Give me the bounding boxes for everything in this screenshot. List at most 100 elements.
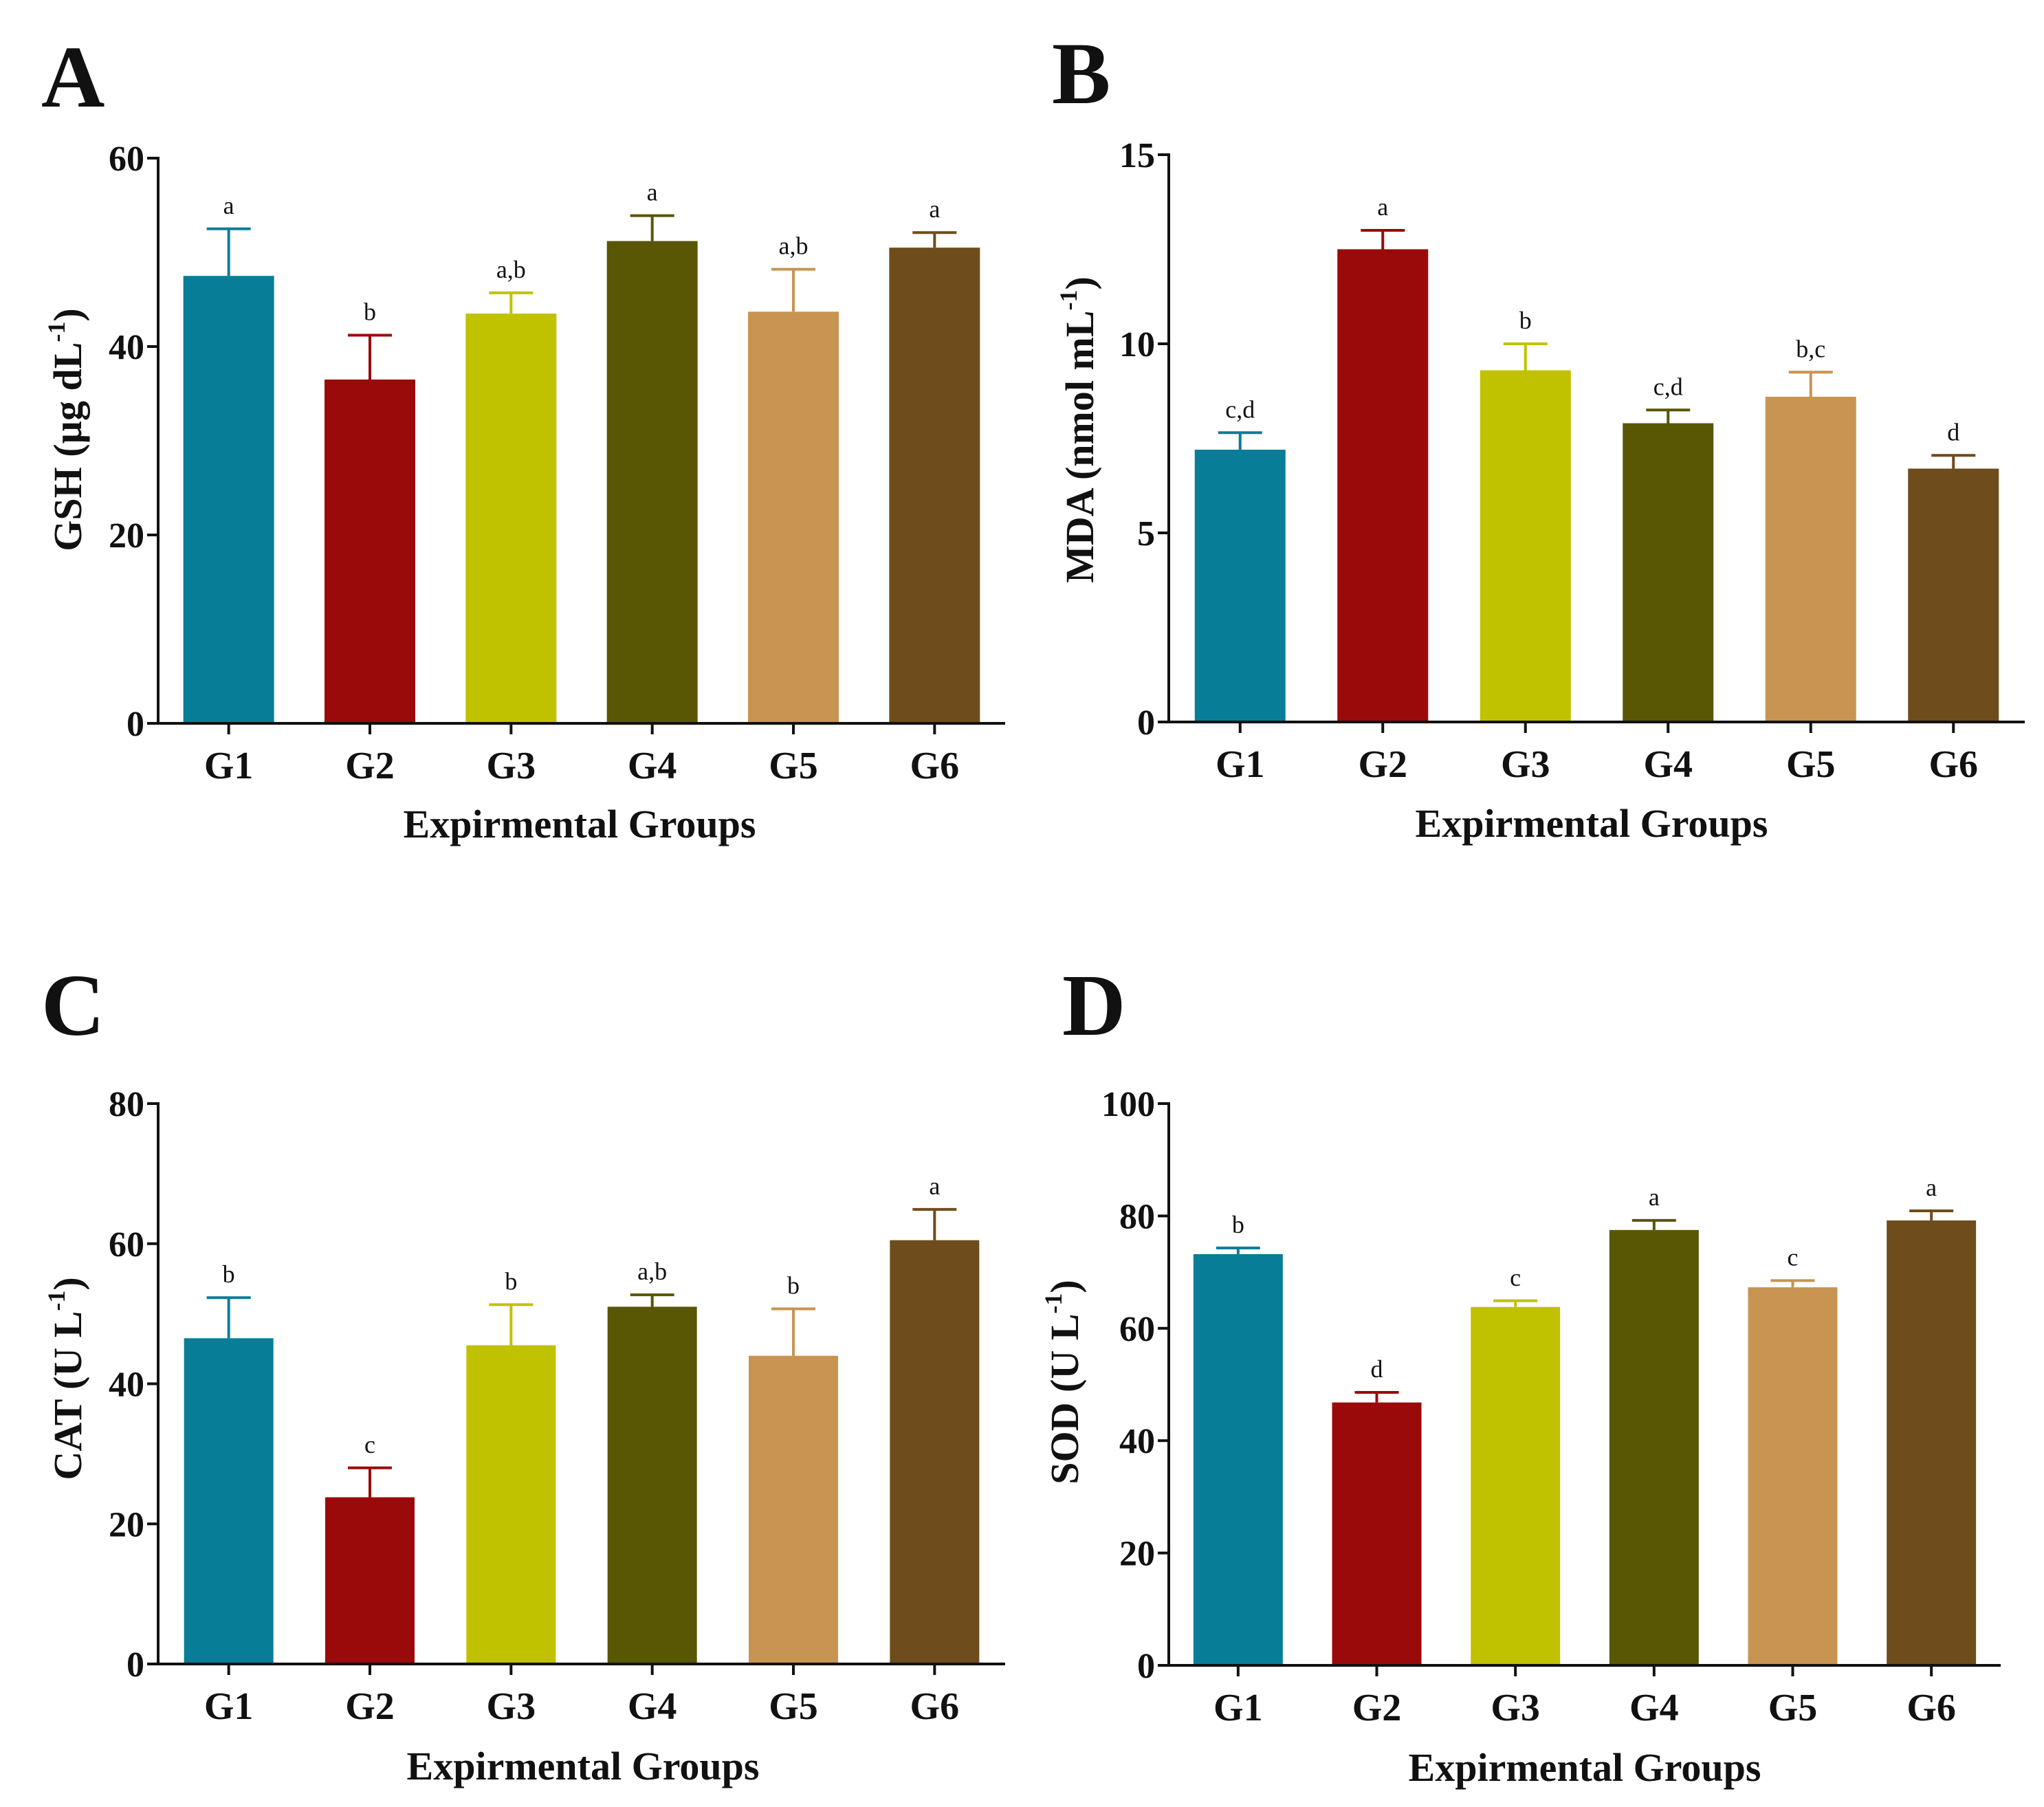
panel-d-significance-g1: b xyxy=(1232,1211,1244,1238)
panel-d-significance-g3: c xyxy=(1510,1264,1521,1291)
panel-c-category-label-g2: G2 xyxy=(345,1685,395,1728)
panel-d-y-tick-label: 100 xyxy=(1101,1085,1155,1124)
panel-a-letter: A xyxy=(41,28,105,126)
panel-d-y-tick-label: 80 xyxy=(1119,1197,1155,1236)
panel-a-significance-g5: a,b xyxy=(779,232,809,260)
panel-b-y-tick-label: 0 xyxy=(1137,703,1155,743)
panel-b-category-label-g5: G5 xyxy=(1786,743,1836,786)
panel-d-significance-g4: a xyxy=(1649,1183,1660,1211)
panel-d-category-label-g6: G6 xyxy=(1906,1687,1956,1729)
panel-c-x-axis-title: Expirmental Groups xyxy=(407,1744,760,1788)
panel-d-category-label-g2: G2 xyxy=(1352,1687,1402,1729)
panel-a-significance-g2: b xyxy=(364,298,376,326)
panel-b-letter: B xyxy=(1052,25,1110,122)
panel-b-significance-g6: d xyxy=(1947,418,1959,446)
panel-c-y-axis-title: CAT (U L-1) xyxy=(43,1277,90,1480)
panel-a-significance-g1: a xyxy=(223,192,234,219)
panel-d-bar-g5 xyxy=(1748,1287,1838,1665)
panel-b-category-label-g3: G3 xyxy=(1501,743,1550,786)
panel-d-x-axis-title: Expirmental Groups xyxy=(1409,1745,1761,1790)
panel-d-category-label-g5: G5 xyxy=(1768,1687,1818,1729)
panel-c-category-label-g6: G6 xyxy=(910,1685,960,1728)
panel-d-category-label-g1: G1 xyxy=(1213,1687,1263,1729)
panel-a-y-tick-label: 20 xyxy=(109,516,144,556)
panel-a-category-label-g1: G1 xyxy=(204,745,254,787)
panel-c-bar-g3 xyxy=(466,1345,556,1664)
panel-a-significance-g4: a xyxy=(647,179,658,206)
panel-a-category-label-g2: G2 xyxy=(345,745,395,787)
panel-b-bar-g2 xyxy=(1337,249,1429,722)
panel-b-y-tick-label: 5 xyxy=(1137,514,1155,554)
panel-a-y-axis-title: GSH (µg dL-1) xyxy=(43,308,90,551)
panel-b-bar-g5 xyxy=(1765,397,1856,722)
panel-d-letter: D xyxy=(1062,956,1125,1054)
panel-b-y-tick-label: 15 xyxy=(1119,136,1155,175)
panel-c-y-tick-label: 20 xyxy=(109,1505,144,1544)
panel-c-category-label-g1: G1 xyxy=(204,1685,254,1728)
panel-d-significance-g2: d xyxy=(1371,1355,1383,1383)
panel-a-y-tick-label: 0 xyxy=(127,705,144,744)
panel-c-significance-g6: a xyxy=(929,1172,940,1200)
panel-c-letter: C xyxy=(41,956,105,1054)
panel-b-category-label-g6: G6 xyxy=(1928,743,1978,786)
panel-c-category-label-g4: G4 xyxy=(628,1685,677,1728)
panel-b-y-tick-label: 10 xyxy=(1119,325,1155,364)
panel-b-bar-g3 xyxy=(1480,370,1571,722)
panel-b-category-label-g1: G1 xyxy=(1216,743,1265,786)
panel-b: B MDA (nmol mL-1) Expirmental Groups c,d… xyxy=(1052,25,2025,846)
panel-a-x-axis-title: Expirmental Groups xyxy=(404,802,756,846)
panel-a-category-label-g6: G6 xyxy=(910,745,960,787)
panel-a-category-label-g3: G3 xyxy=(487,745,536,787)
panel-a-bar-g5 xyxy=(748,311,839,723)
panel-c-significance-g3: b xyxy=(505,1267,517,1295)
panel-c-bar-g4 xyxy=(607,1306,697,1664)
panel-c-y-tick-label: 0 xyxy=(127,1645,144,1685)
panel-b-bar-g1 xyxy=(1194,450,1286,722)
panel-a: A GSH (µg dL-1) Expirmental Groups a G1 b G… xyxy=(41,28,1005,846)
panel-a-y-tick-label: 60 xyxy=(109,140,144,179)
panel-b-bar-g4 xyxy=(1623,423,1714,722)
panel-d-y-tick-label: 40 xyxy=(1119,1422,1155,1461)
panel-c-category-label-g3: G3 xyxy=(487,1685,536,1728)
panel-c-significance-g5: b xyxy=(787,1271,800,1299)
panel-a-y-tick-label: 40 xyxy=(109,328,144,367)
panel-b-significance-g4: c,d xyxy=(1653,373,1683,400)
panel-a-significance-g6: a xyxy=(929,195,940,223)
panel-c-significance-g4: a,b xyxy=(637,1258,667,1285)
panel-d-y-tick-label: 60 xyxy=(1119,1310,1155,1349)
panel-d-bar-g2 xyxy=(1332,1402,1422,1665)
panel-c-bar-g2 xyxy=(325,1497,415,1664)
panel-b-category-label-g4: G4 xyxy=(1643,743,1693,786)
panel-a-bar-g6 xyxy=(889,248,980,723)
panel-c-bar-g1 xyxy=(184,1338,274,1664)
panel-a-category-label-g5: G5 xyxy=(769,745,818,787)
panel-d: D SOD (U L-1) Expirmental Groups b G1 d G2 c… xyxy=(1040,956,2001,1790)
panel-a-bar-g3 xyxy=(465,314,557,723)
panel-a-bar-g1 xyxy=(183,276,274,723)
panel-c-category-label-g5: G5 xyxy=(769,1685,818,1728)
panel-c: C CAT (U L-1) Expirmental Groups b G1 c G2 b… xyxy=(41,956,1005,1788)
panel-d-y-tick-label: 0 xyxy=(1137,1647,1155,1686)
panel-d-category-label-g4: G4 xyxy=(1629,1687,1679,1729)
panel-d-bar-g3 xyxy=(1471,1306,1561,1665)
panel-d-bar-g4 xyxy=(1609,1229,1699,1665)
panel-b-significance-g5: b,c xyxy=(1796,335,1825,362)
panel-b-category-label-g2: G2 xyxy=(1358,743,1407,786)
panel-b-bar-g6 xyxy=(1908,468,1999,722)
panel-c-significance-g2: c xyxy=(364,1431,375,1458)
panel-b-y-axis-title: MDA (nmol mL-1) xyxy=(1055,276,1102,583)
panel-a-significance-g3: a,b xyxy=(496,256,526,283)
panel-b-significance-g2: a xyxy=(1377,193,1388,221)
panel-c-y-tick-label: 80 xyxy=(109,1085,144,1124)
panel-b-significance-g1: c,d xyxy=(1225,395,1255,423)
panel-d-bar-g1 xyxy=(1193,1253,1283,1665)
panel-b-x-axis-title: Expirmental Groups xyxy=(1416,801,1768,846)
panel-a-bar-g4 xyxy=(606,241,698,723)
panel-c-bar-g6 xyxy=(890,1240,980,1664)
panel-a-bar-g2 xyxy=(325,379,415,723)
panel-d-y-tick-label: 20 xyxy=(1119,1535,1155,1574)
panel-a-category-label-g4: G4 xyxy=(628,745,677,787)
panel-d-bar-g6 xyxy=(1887,1220,1977,1665)
panel-d-significance-g5: c xyxy=(1788,1243,1799,1271)
